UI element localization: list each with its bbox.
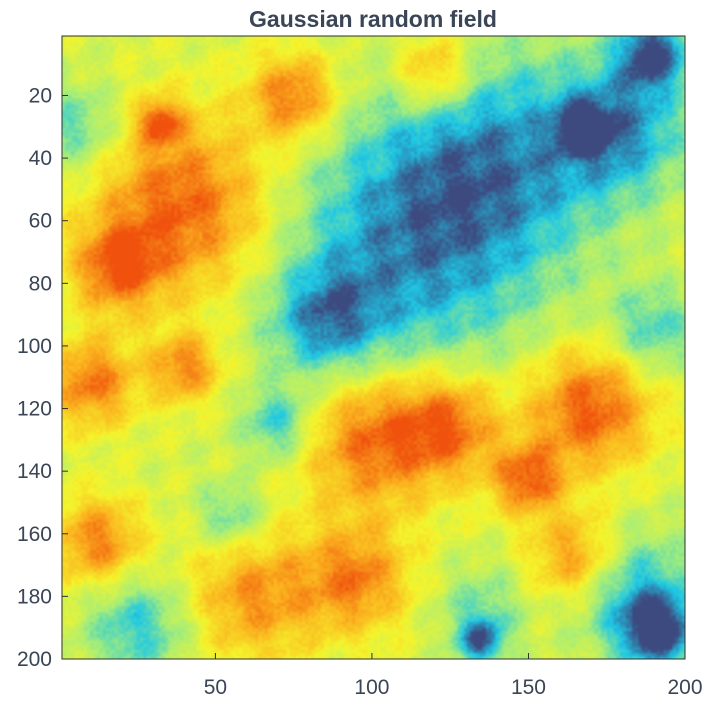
y-tick-label: 200	[17, 648, 52, 671]
x-tick-label: 50	[204, 676, 227, 699]
y-tick-label: 60	[29, 210, 52, 233]
y-tick-label: 20	[29, 84, 52, 107]
heatmap-field	[62, 36, 685, 659]
tick-layer: 50 100 150 200 20 40 60 80 100 120 140 160 180 200	[17, 84, 703, 699]
chart-title: Gaussian random field	[249, 6, 497, 32]
x-tick-label: 100	[354, 676, 389, 699]
y-tick-label: 100	[17, 335, 52, 358]
y-tick-label: 120	[17, 398, 52, 421]
x-tick-label: 150	[511, 676, 546, 699]
plot-frame	[61, 35, 686, 660]
y-tick-label: 160	[17, 523, 52, 546]
y-tick-label: 40	[29, 147, 52, 170]
y-tick-label: 180	[17, 585, 52, 608]
y-tick-label: 140	[17, 460, 52, 483]
y-tick-label: 80	[29, 272, 52, 295]
field-layer	[62, 36, 685, 659]
x-tick-label: 200	[667, 676, 702, 699]
